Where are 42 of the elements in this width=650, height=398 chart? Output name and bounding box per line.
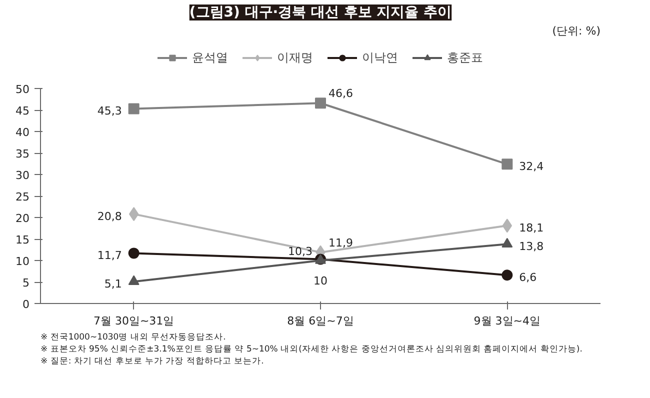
point	[502, 270, 513, 281]
y-tick-label: 45	[16, 104, 30, 118]
legend-label: 이낙연	[362, 49, 398, 66]
y-tick-label: 5	[22, 276, 30, 290]
point	[502, 158, 513, 170]
y-tick-label: 40	[16, 126, 30, 139]
y-tick-label: 25	[16, 190, 30, 204]
data-label: 18,1	[519, 222, 544, 235]
y-tick-label: 20	[16, 212, 30, 225]
legend-label: 윤석열	[192, 49, 228, 66]
data-label: 11,7	[97, 249, 122, 262]
point	[128, 275, 140, 285]
point	[502, 238, 513, 248]
x-tick-label: 9월 3일~4일	[474, 314, 541, 328]
x-tick-label: 8월 6일~7일	[287, 314, 354, 328]
y-tick-label: 35	[16, 148, 30, 160]
data-label: 11,9	[328, 236, 353, 250]
text: ※ 전국1000~1030명 내외 무선자동응답조사.	[40, 332, 226, 342]
x-tick-label: 7월 30일~31일	[93, 314, 174, 328]
data-label: 32,4	[519, 160, 544, 174]
legend-label: 이재명	[277, 49, 313, 66]
y-tick-label: 0	[22, 298, 30, 311]
text: ※ 표본오차 95% 신뢰수준±3.1%포인트 응답률 약 5~10% 내외(자세한 사항은 중앙선거여론조사 심의위원회 홈페이지에서 확인가능).	[40, 344, 582, 354]
data-label: 13,8	[519, 240, 544, 254]
point	[128, 103, 140, 114]
data-label: 5,1	[104, 278, 122, 291]
data-label: 45,3	[97, 104, 122, 118]
point	[315, 98, 326, 109]
point	[128, 248, 140, 259]
y-tick-label: 50	[16, 83, 30, 96]
chart-title: (그림3) 대구·경북 대선 후보 지지율 추이	[189, 4, 452, 20]
y-tick-label: 10	[16, 255, 30, 268]
legend-label: 홍준표	[447, 49, 483, 66]
text: ※ 질문: 차기 대선 후보로 누가 가장 적합하다고 보는가.	[40, 356, 264, 366]
data-label: 46,6	[328, 87, 353, 100]
y-tick-label: 15	[16, 234, 30, 246]
data-label: 20,8	[97, 210, 122, 224]
text: (단위: %)	[552, 24, 601, 38]
data-label: 10	[314, 274, 328, 288]
data-label: 10,3	[288, 245, 313, 258]
y-tick-label: 30	[16, 169, 30, 182]
data-label: 6,6	[519, 271, 537, 284]
